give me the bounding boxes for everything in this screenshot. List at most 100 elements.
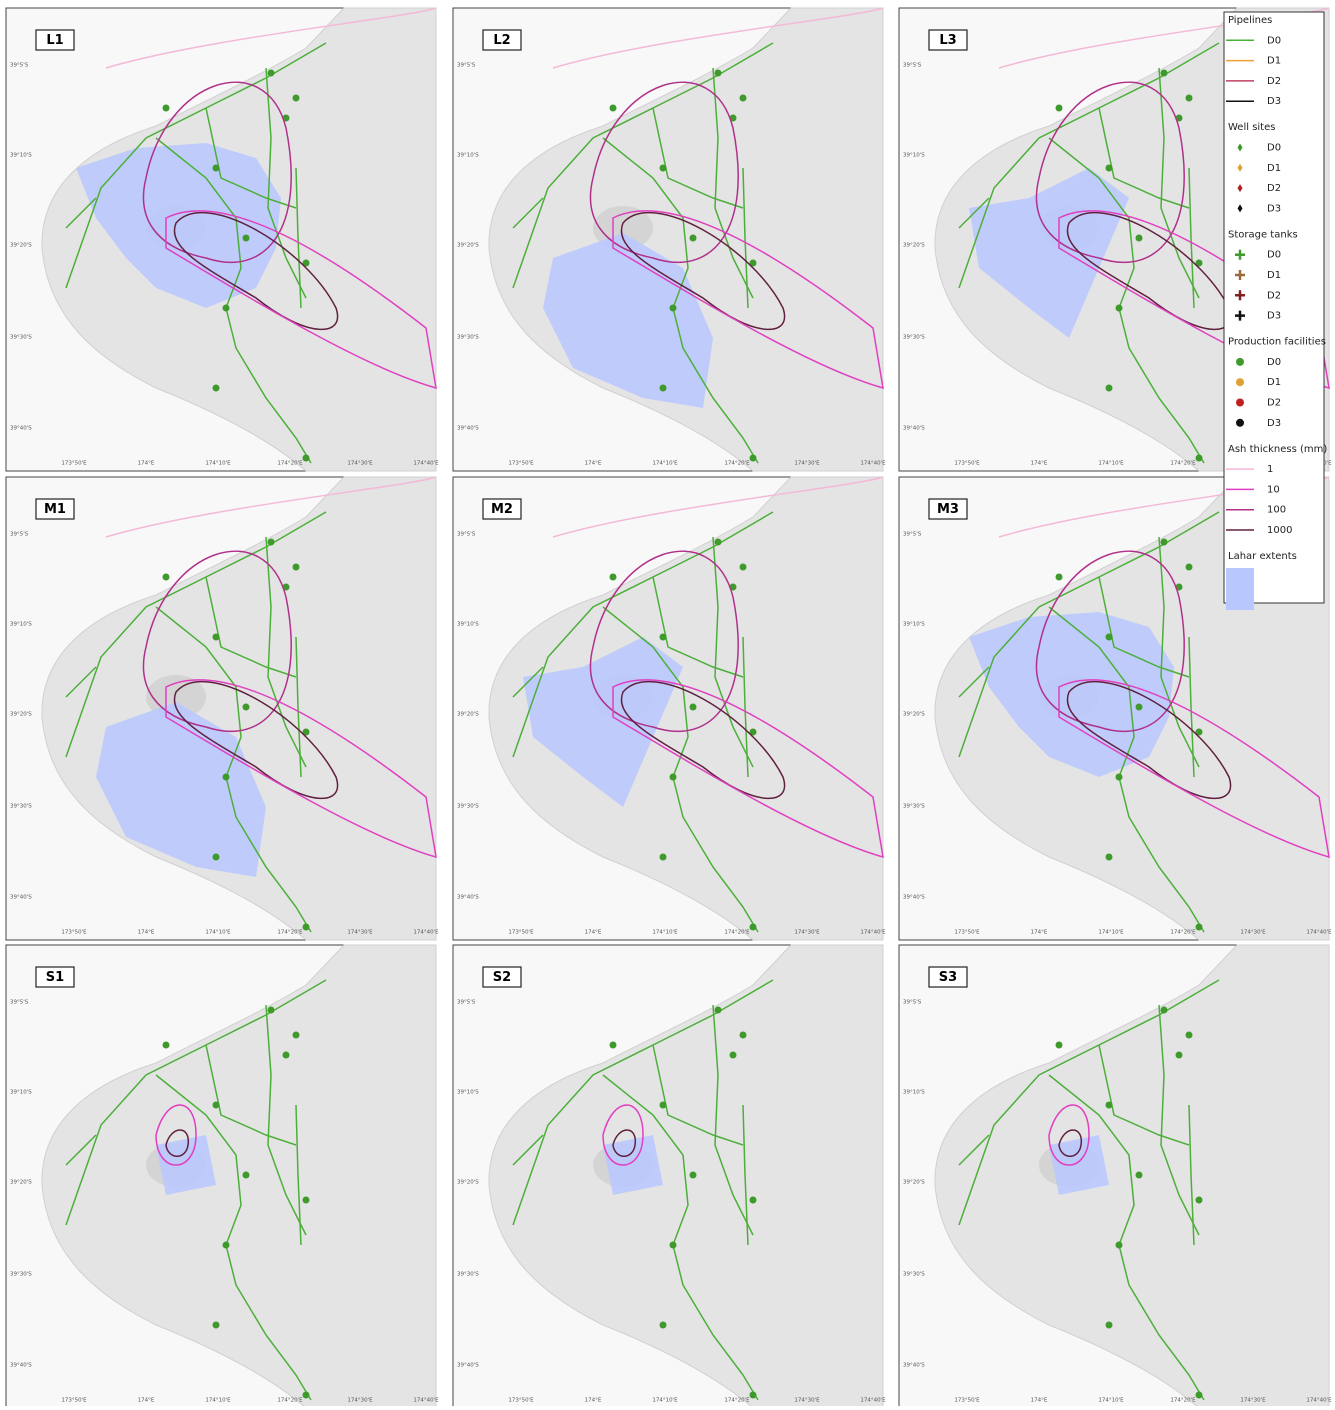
facility: [163, 574, 170, 581]
lon-label: 174°10'E: [1098, 461, 1124, 467]
facility: [610, 574, 617, 581]
legend-swatch: [1226, 568, 1254, 610]
panel-label: L3: [939, 33, 956, 48]
lat-label: 39°20'S: [903, 243, 925, 249]
lon-label: 174°40'E: [860, 930, 886, 936]
lat-label: 39°30'S: [457, 804, 479, 810]
facility: [303, 455, 310, 462]
facility: [293, 95, 300, 102]
facility: [750, 455, 757, 462]
facility: [268, 1007, 275, 1014]
facility: [1176, 1052, 1183, 1059]
facility: [1106, 634, 1113, 641]
panel-label: M3: [937, 502, 959, 517]
facility: [670, 774, 677, 781]
facility: [670, 1242, 677, 1249]
legend-item: D2: [1267, 290, 1281, 301]
facility: [1161, 1007, 1168, 1014]
map-panel: S239°5'S39°10'S39°20'S39°30'S39°40'S173°…: [453, 945, 886, 1406]
lon-label: 174°20'E: [277, 1398, 303, 1404]
map-panel: M239°5'S39°10'S39°20'S39°30'S39°40'S173°…: [453, 477, 886, 940]
facility: [740, 1032, 747, 1039]
lon-label: 174°40'E: [413, 1398, 439, 1404]
lon-label: 174°20'E: [1170, 1398, 1196, 1404]
lon-label: 173°50'E: [61, 930, 87, 936]
legend-item: D0: [1267, 357, 1281, 368]
facility: [213, 634, 220, 641]
lat-label: 39°40'S: [10, 895, 32, 901]
legend-item: 10: [1267, 484, 1280, 495]
lat-label: 39°20'S: [10, 712, 32, 718]
panel-label: S2: [493, 970, 511, 985]
lon-label: 174°30'E: [1240, 1398, 1266, 1404]
facility: [243, 1172, 250, 1179]
lon-label: 174°40'E: [1306, 930, 1332, 936]
lon-label: 174°10'E: [1098, 1398, 1124, 1404]
facility: [750, 924, 757, 931]
legend-item: D0: [1267, 35, 1281, 46]
facility: [1136, 235, 1143, 242]
lat-label: 39°5'S: [10, 532, 29, 538]
lat-label: 39°20'S: [457, 1180, 479, 1186]
lon-label: 174°40'E: [1306, 1398, 1332, 1404]
lon-label: 174°40'E: [413, 930, 439, 936]
lat-label: 39°40'S: [903, 426, 925, 432]
lon-label: 174°10'E: [205, 461, 231, 467]
lon-label: 173°50'E: [61, 461, 87, 467]
facility: [1056, 574, 1063, 581]
legend-title: Storage tanks: [1228, 229, 1298, 240]
lat-label: 39°5'S: [903, 532, 922, 538]
lat-label: 39°40'S: [457, 895, 479, 901]
facility: [303, 1392, 310, 1399]
facility: [223, 305, 230, 312]
lon-label: 174°10'E: [1098, 930, 1124, 936]
lon-label: 174°40'E: [413, 461, 439, 467]
lat-label: 39°10'S: [457, 622, 479, 628]
legend-item: 1: [1267, 464, 1273, 475]
lon-label: 173°50'E: [954, 461, 980, 467]
facility: [660, 165, 667, 172]
lat-label: 39°5'S: [10, 1000, 29, 1006]
legend-title: Lahar extents: [1228, 551, 1297, 562]
facility: [660, 854, 667, 861]
lat-label: 39°30'S: [10, 804, 32, 810]
lat-label: 39°30'S: [457, 1272, 479, 1278]
legend-title: Production facilities: [1228, 337, 1326, 348]
lon-label: 174°20'E: [1170, 930, 1196, 936]
lat-label: 39°5'S: [903, 63, 922, 69]
lon-label: 174°40'E: [860, 1398, 886, 1404]
lon-label: 174°E: [585, 1398, 602, 1404]
legend-item: D2: [1267, 183, 1281, 194]
facility: [730, 1052, 737, 1059]
facility: [690, 704, 697, 711]
lon-label: 174°20'E: [1170, 461, 1196, 467]
facility: [660, 1102, 667, 1109]
legend-item: D1: [1267, 377, 1281, 388]
legend-item: D2: [1267, 398, 1281, 409]
lon-label: 174°30'E: [347, 461, 373, 467]
lat-label: 39°20'S: [457, 243, 479, 249]
lat-label: 39°40'S: [903, 895, 925, 901]
lat-label: 39°5'S: [457, 532, 476, 538]
lon-label: 174°10'E: [652, 1398, 678, 1404]
facility: [1186, 1032, 1193, 1039]
legend-swatch: [1236, 399, 1244, 407]
lon-label: 174°E: [1031, 461, 1048, 467]
facility: [740, 95, 747, 102]
lon-label: 173°50'E: [954, 930, 980, 936]
lat-label: 39°5'S: [903, 1000, 922, 1006]
legend-item: D0: [1267, 250, 1281, 261]
map-panel: S339°5'S39°10'S39°20'S39°30'S39°40'S173°…: [899, 945, 1332, 1406]
lon-label: 174°10'E: [205, 1398, 231, 1404]
facility: [690, 235, 697, 242]
lat-label: 39°20'S: [903, 1180, 925, 1186]
legend-swatch: [1236, 358, 1244, 366]
legend-item: 100: [1267, 505, 1286, 516]
facility: [1106, 1102, 1113, 1109]
facility: [690, 1172, 697, 1179]
lat-label: 39°40'S: [903, 1363, 925, 1369]
lat-label: 39°30'S: [903, 1272, 925, 1278]
facility: [163, 105, 170, 112]
facility: [243, 235, 250, 242]
facility: [1196, 1392, 1203, 1399]
